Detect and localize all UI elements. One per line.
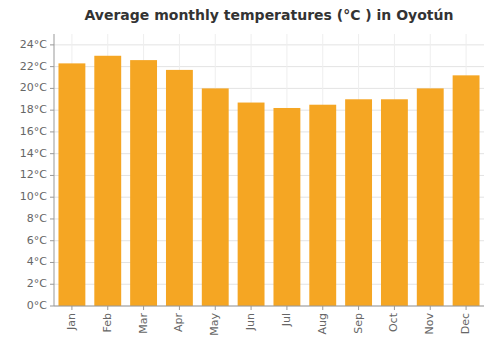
x-tick — [358, 306, 359, 310]
y-tick — [50, 240, 54, 241]
x-axis-line — [54, 306, 484, 307]
y-tick — [50, 110, 54, 111]
y-tick — [50, 197, 54, 198]
x-tick-label: Jun — [244, 313, 257, 331]
y-tick-label: 4°C — [27, 255, 47, 268]
y-tick-label: 16°C — [20, 125, 47, 138]
x-tick-label: Feb — [101, 313, 114, 332]
bars — [58, 56, 479, 306]
y-tick — [50, 218, 54, 219]
y-tick — [50, 153, 54, 154]
y-tick-label: 20°C — [20, 81, 47, 94]
y-tick-label: 18°C — [20, 103, 47, 116]
y-tick — [50, 88, 54, 89]
y-tick-label: 2°C — [27, 277, 47, 290]
x-tick-label: Jul — [280, 313, 293, 327]
x-tick — [286, 306, 287, 310]
x-tick — [215, 306, 216, 310]
bar — [309, 105, 336, 306]
x-tick-label: Mar — [137, 313, 150, 334]
grid-line-y — [54, 306, 484, 307]
y-tick-label: 24°C — [20, 38, 47, 51]
y-tick — [50, 262, 54, 263]
y-tick — [50, 175, 54, 176]
bar — [345, 99, 372, 306]
x-tick-label: Aug — [316, 313, 329, 334]
x-tick — [107, 306, 108, 310]
y-tick — [50, 131, 54, 132]
bar — [130, 60, 157, 306]
y-tick — [50, 284, 54, 285]
y-tick — [50, 66, 54, 67]
y-tick — [50, 306, 54, 307]
x-tick-label: Nov — [423, 313, 436, 335]
x-tick-label: Oct — [387, 312, 400, 332]
bar — [94, 56, 121, 306]
y-tick-label: 22°C — [20, 60, 47, 73]
x-tick-label: Apr — [172, 313, 185, 333]
axes: 0°C 2°C 4°C 6°C 8°C 10°C 12°C 14°C 16°C 18°C 20°C 2… — [20, 34, 484, 336]
title: Average monthly temperatures (°C ) in Oy… — [85, 7, 454, 23]
x-tick — [466, 306, 467, 310]
y-axis-line — [54, 34, 55, 306]
bar — [58, 63, 85, 306]
chart-container: 0°C 2°C 4°C 6°C 8°C 10°C 12°C 14°C 16°C 18°C 20°C 2… — [0, 0, 500, 350]
x-tick-label: May — [208, 313, 221, 336]
y-tick-label: 6°C — [27, 234, 47, 247]
bar — [417, 88, 444, 306]
y-tick-label: 12°C — [20, 168, 47, 181]
grid — [54, 34, 484, 306]
chart: 0°C 2°C 4°C 6°C 8°C 10°C 12°C 14°C 16°C 18°C 20°C 2… — [0, 0, 500, 350]
y-tick-label: 14°C — [20, 147, 47, 160]
y-tick-label: 0°C — [27, 299, 47, 312]
y-tick — [50, 44, 54, 45]
bar — [453, 75, 480, 306]
x-tick — [322, 306, 323, 310]
x-tick — [179, 306, 180, 310]
x-tick-label: Dec — [459, 313, 472, 334]
x-tick — [251, 306, 252, 310]
y-tick-label: 10°C — [20, 190, 47, 203]
x-tick — [143, 306, 144, 310]
x-tick — [71, 306, 72, 310]
x-tick — [394, 306, 395, 310]
x-tick-label: Sep — [352, 313, 365, 334]
y-tick-label: 8°C — [27, 212, 47, 225]
bar — [381, 99, 408, 306]
x-tick — [430, 306, 431, 310]
bar — [166, 70, 193, 306]
x-tick-label: Jan — [65, 313, 78, 331]
bar — [273, 108, 300, 306]
bar — [238, 103, 265, 306]
bar — [202, 88, 229, 306]
grid-line-y — [54, 44, 484, 45]
